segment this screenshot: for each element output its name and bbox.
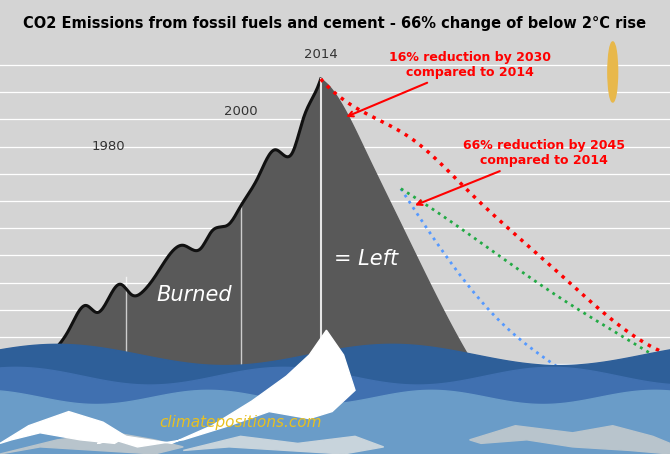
Text: 16% reduction by 2030
compared to 2014: 16% reduction by 2030 compared to 2014 — [348, 51, 551, 116]
Text: 1980: 1980 — [92, 140, 125, 153]
Text: Burned: Burned — [157, 285, 232, 305]
Circle shape — [608, 42, 618, 102]
Polygon shape — [184, 436, 384, 454]
Text: 2000: 2000 — [224, 105, 257, 118]
Polygon shape — [0, 433, 184, 454]
Text: climatepositions.com: climatepositions.com — [159, 415, 322, 429]
Text: 2014: 2014 — [304, 48, 338, 61]
Polygon shape — [0, 79, 515, 454]
Text: CO2 Emissions from fossil fuels and cement - 66% change of below 2°C rise: CO2 Emissions from fossil fuels and ceme… — [23, 16, 647, 31]
Polygon shape — [470, 426, 670, 454]
Polygon shape — [97, 330, 355, 447]
Polygon shape — [0, 411, 126, 444]
Text: = Left: = Left — [334, 249, 399, 269]
Text: 66% reduction by 2045
compared to 2014: 66% reduction by 2045 compared to 2014 — [417, 139, 625, 205]
